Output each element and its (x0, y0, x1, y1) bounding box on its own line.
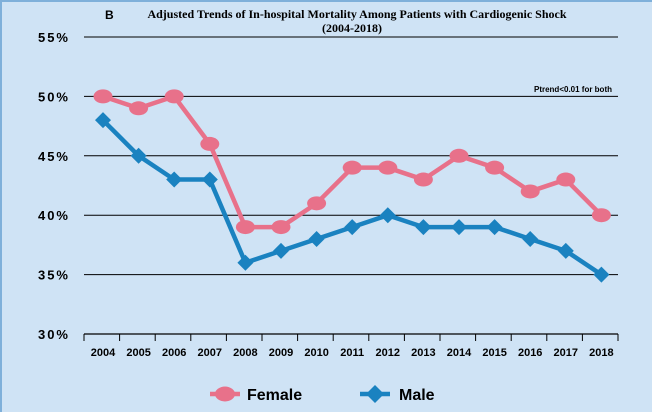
y-tick-label: 45% (38, 149, 70, 164)
female-point (591, 208, 611, 223)
x-tick-label: 2018 (589, 347, 613, 359)
legend-male-marker (366, 385, 384, 403)
y-tick-label: 50% (38, 89, 70, 104)
female-point (200, 136, 220, 151)
x-tick-label: 2007 (198, 347, 222, 359)
legend-female-label: Female (247, 387, 302, 404)
male-point (273, 242, 289, 259)
x-tick-label: 2010 (304, 347, 328, 359)
male-point (237, 254, 254, 271)
x-tick-label: 2011 (340, 347, 364, 359)
x-tick-labels: 2004 2005 2006 2007 2008 2009 2010 2011 2012 2013… (91, 347, 614, 359)
series-group (93, 89, 611, 283)
panel-label: B (105, 8, 114, 22)
y-tick-label: 35% (38, 268, 70, 283)
x-tick-label: 2017 (554, 347, 578, 359)
female-point (164, 89, 184, 104)
x-tick-label: 2005 (126, 347, 150, 359)
y-tick-label: 40% (38, 208, 70, 223)
female-point (307, 196, 327, 211)
ptrend-annotation: Ptrend<0.01 for both (534, 85, 612, 94)
male-point (522, 230, 539, 247)
legend-male-label: Male (399, 387, 435, 404)
y-tick-label: 30% (38, 327, 70, 342)
female-point (378, 160, 398, 175)
x-tick-label: 2004 (91, 347, 116, 359)
male-point (593, 266, 610, 283)
female-point (485, 160, 505, 175)
male-point (201, 171, 218, 188)
male-point (451, 219, 467, 236)
male-point (486, 219, 503, 236)
female-point (342, 160, 362, 175)
male-point (130, 147, 147, 164)
female-point (235, 220, 255, 235)
y-tick-labels: 30% 35% 40% 45% 50% 55% (38, 30, 70, 342)
axes (83, 333, 619, 341)
male-point (166, 171, 183, 188)
female-point (449, 148, 469, 163)
male-point (415, 219, 432, 236)
chart-subtitle: (2004-2018) (322, 21, 382, 35)
female-point (93, 89, 113, 104)
male-point (344, 219, 361, 236)
male-point (557, 242, 574, 259)
x-tick-label: 2012 (376, 347, 400, 359)
x-tick-label: 2015 (482, 347, 506, 359)
x-tick-label: 2006 (162, 347, 186, 359)
x-tick-label: 2016 (518, 347, 542, 359)
x-tick-label: 2009 (269, 347, 293, 359)
female-point (129, 101, 149, 116)
male-point (379, 207, 396, 224)
female-point (271, 220, 291, 235)
chart-title: Adjusted Trends of In-hospital Mortality… (147, 7, 566, 21)
female-point (413, 172, 433, 187)
male-point (95, 112, 111, 129)
x-tick-label: 2014 (447, 347, 472, 359)
legend-female-marker (215, 386, 235, 402)
female-point (520, 184, 540, 199)
x-tick-label: 2013 (411, 347, 435, 359)
x-tick-label: 2008 (233, 347, 257, 359)
y-tick-label: 55% (38, 30, 70, 45)
legend: Female Male (210, 385, 435, 404)
female-point (556, 172, 576, 187)
male-point (308, 230, 325, 247)
